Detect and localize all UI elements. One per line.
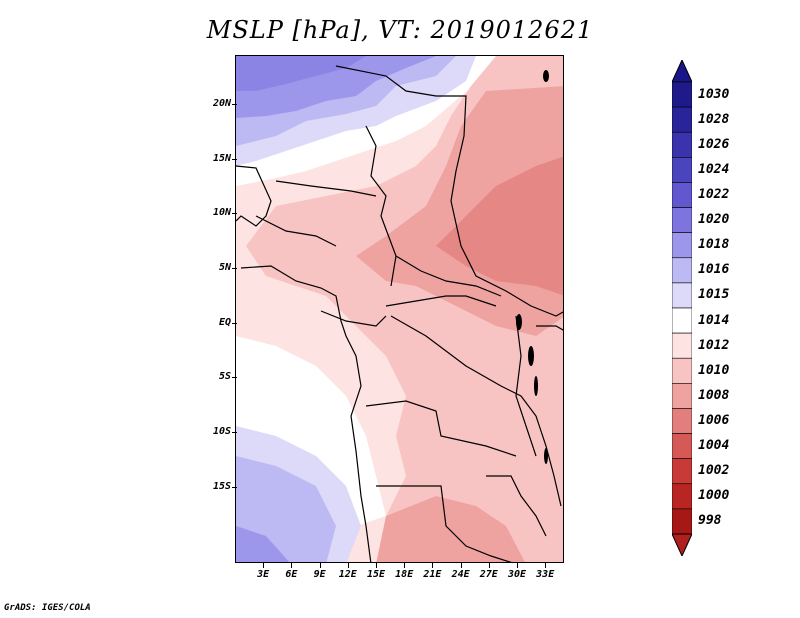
- pressure-fill-1020: [236, 56, 366, 91]
- lon-tick-mark: [545, 563, 547, 568]
- coastline-borders: [236, 65, 563, 562]
- lat-tick-label: 20N: [212, 98, 231, 110]
- lat-tick-label: EQ: [218, 316, 231, 328]
- colorbar-swatch: [672, 307, 692, 334]
- colorbar-swatch: [672, 408, 692, 434]
- lat-tick-mark: [232, 486, 237, 488]
- lat-tick-mark: [232, 213, 237, 215]
- colorbar-swatch: [672, 332, 692, 359]
- lon-tick-mark: [432, 563, 434, 568]
- lat-tick-mark: [232, 322, 237, 324]
- colorbar-level-label: 1030: [698, 86, 730, 102]
- lon-tick-mark: [347, 563, 349, 568]
- lon-tick-label: 6E: [285, 569, 298, 580]
- colorbar-bottom-arrow: [672, 533, 692, 556]
- lon-tick-label: 30E: [507, 569, 527, 580]
- lat-tick-label: 15N: [212, 152, 231, 164]
- lon-tick-label: 18E: [395, 569, 414, 580]
- lat-tick-mark: [232, 377, 237, 379]
- colorbar-level-label: 1002: [698, 463, 730, 479]
- pressure-fill-1014: [236, 56, 496, 186]
- pressure-field: [236, 56, 563, 562]
- lon-tick-label: 21E: [423, 569, 442, 580]
- colorbar-level-label: 1024: [698, 161, 730, 177]
- lon-tick-mark: [404, 563, 406, 568]
- lat-tick-mark: [232, 431, 237, 433]
- map-panel: [235, 55, 564, 563]
- colorbar-swatch: [672, 433, 692, 459]
- colorbar-swatch: [672, 106, 692, 133]
- colorbar-level-label: 1022: [698, 187, 730, 202]
- lon-tick-mark: [376, 563, 377, 568]
- colorbar-level-label: 1000: [698, 488, 730, 504]
- colorbar-swatch: [672, 483, 692, 510]
- lon-tick-mark: [263, 563, 265, 568]
- colorbar-swatch: [672, 357, 692, 384]
- colorbar-swatch: [672, 81, 692, 108]
- lon-tick-label: 12E: [338, 569, 357, 580]
- colorbar-swatch: [672, 157, 692, 183]
- colorbar-level-label: 1015: [698, 287, 730, 303]
- lakes: [516, 70, 549, 464]
- colorbar-level-label: 1012: [698, 337, 730, 353]
- colorbar-swatch: [672, 383, 692, 409]
- lat-tick-label: 5N: [218, 262, 231, 274]
- lon-tick-mark: [319, 563, 321, 568]
- colorbar-level-label: 1026: [698, 136, 730, 152]
- colorbar-level-label: 998: [698, 513, 722, 529]
- lat-tick-mark: [232, 158, 237, 160]
- pressure-fill-1008-south: [376, 496, 525, 562]
- colorbar-level-label: 1006: [698, 413, 730, 428]
- lon-tick-label: 9E: [313, 569, 326, 580]
- lon-tick-label: 27E: [479, 569, 498, 580]
- pressure-fill-1018-south: [236, 526, 290, 562]
- lon-tick-mark: [291, 563, 293, 568]
- colorbar-level-label: 1020: [698, 212, 730, 228]
- colorbar-top-arrow: [672, 60, 692, 83]
- colorbar-swatch: [672, 508, 692, 535]
- lat-tick-label: 10N: [212, 207, 231, 219]
- colorbar-swatch: [672, 182, 692, 208]
- lat-tick-mark: [232, 268, 237, 270]
- lon-tick-label: 24E: [451, 569, 470, 580]
- lat-tick-label: 15S: [212, 480, 231, 492]
- lat-tick-label: 5S: [218, 371, 231, 383]
- colorbar-level-label: 1010: [698, 362, 730, 378]
- lon-tick-label: 15E: [366, 569, 386, 580]
- lon-tick-mark: [517, 563, 518, 568]
- colorbar-swatch: [672, 232, 692, 259]
- lon-tick-label: 33E: [536, 569, 555, 580]
- colorbar-swatch: [672, 458, 692, 485]
- colorbar-level-label: 1014: [698, 312, 730, 328]
- colorbar-level-label: 1008: [698, 387, 730, 403]
- colorbar: [672, 60, 692, 556]
- colorbar-swatch: [672, 257, 692, 284]
- colorbar-level-label: 1028: [698, 111, 730, 127]
- lon-tick-mark: [460, 563, 462, 568]
- colorbar-level-label: 1004: [698, 438, 730, 454]
- colorbar-swatch: [672, 131, 692, 158]
- colorbar-swatch: [672, 207, 692, 233]
- plot-title: MSLP [hPa], VT: 2019012621: [206, 16, 594, 44]
- lon-tick-label: 3E: [257, 569, 270, 580]
- grads-credit: GrADS: IGES/COLA: [4, 603, 91, 613]
- colorbar-swatch: [672, 282, 692, 309]
- lat-tick-mark: [232, 104, 237, 106]
- lon-tick-mark: [488, 563, 490, 568]
- colorbar-level-label: 1018: [698, 237, 730, 253]
- colorbar-level-label: 1016: [698, 262, 730, 278]
- lat-tick-label: 10S: [212, 425, 231, 437]
